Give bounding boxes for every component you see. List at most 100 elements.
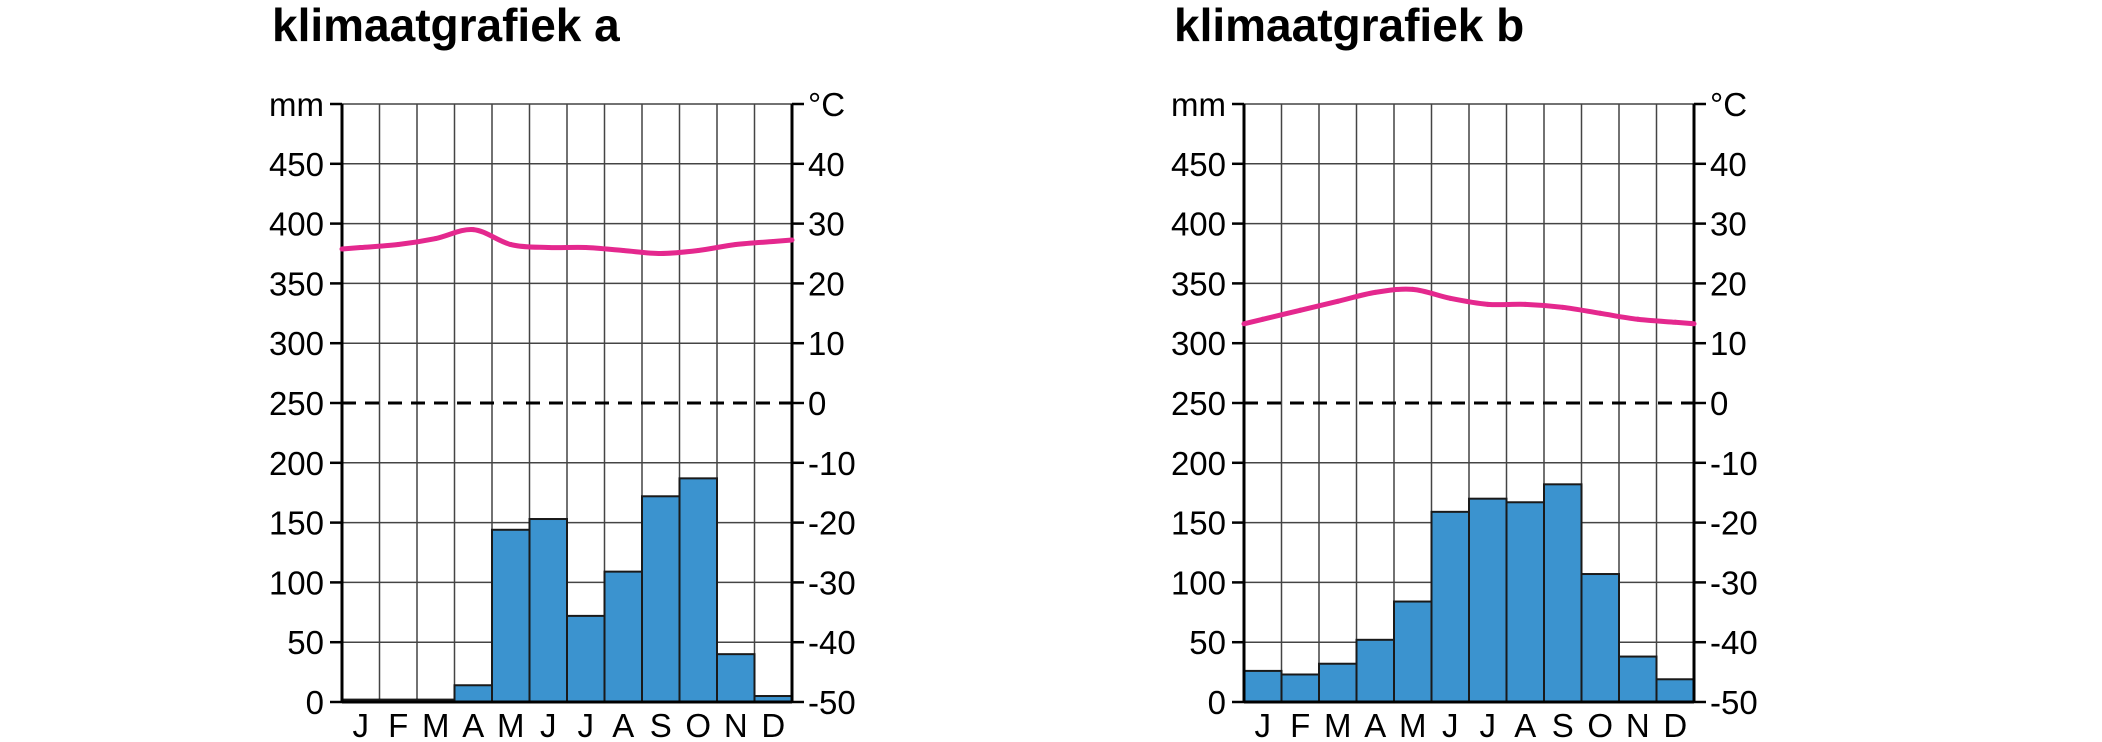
temperature-line (339, 227, 795, 257)
month-label: A (1364, 707, 1386, 742)
left-axis-unit: mm (269, 86, 324, 123)
right-tick-label: 20 (808, 265, 845, 302)
climate-chart-a: klimaatgrafiek a 0 50 100 150 200 250 300 350 40… (0, 0, 856, 742)
temperature-point (1597, 310, 1603, 316)
precipitation-bar (1318, 662, 1358, 704)
month-label: M (1324, 707, 1352, 742)
right-tick-label: -20 (1710, 505, 1758, 542)
left-tick-label: 250 (1171, 385, 1226, 422)
left-tick-label: 50 (287, 624, 324, 661)
right-tick-label: 40 (1710, 146, 1747, 183)
left-tick-label: 100 (1171, 564, 1226, 601)
temperature-point (508, 242, 514, 248)
right-tick-label: -50 (1710, 684, 1758, 721)
chart-plot-area: 050100150200250300350400450mm-50-40-30-2… (1171, 86, 1758, 742)
precipitation-bar (1393, 600, 1433, 704)
month-label: M (1399, 707, 1427, 742)
climate-chart-b: klimaatgrafiek b 0 50 100 150 200 250 300 350 40… (902, 0, 1758, 742)
temperature-line (1241, 286, 1697, 327)
temperature-point (1672, 319, 1678, 325)
right-axis-unit: °C (1710, 86, 1747, 123)
temperature-point (545, 245, 551, 251)
right-tick-label: -20 (808, 505, 856, 542)
right-tick-label: 30 (808, 206, 845, 243)
right-tick-label: -30 (1710, 564, 1758, 601)
left-tick-label: 150 (269, 505, 324, 542)
right-tick-label: 30 (1710, 206, 1747, 243)
month-label: J (1255, 707, 1272, 742)
month-label: O (1587, 707, 1613, 742)
temperature-point (1410, 286, 1416, 292)
precipitation-bar (1355, 638, 1395, 703)
chart-title: klimaatgrafiek a (272, 0, 620, 51)
precipitation-bar (716, 653, 756, 703)
precipitation-bar (641, 495, 681, 703)
temperature-point (1297, 307, 1303, 313)
month-label: O (685, 707, 711, 742)
precipitation-bar (1543, 483, 1583, 703)
month-label: J (578, 707, 595, 742)
right-tick-label: 10 (808, 325, 845, 362)
left-tick-label: 450 (269, 146, 324, 183)
month-label: J (540, 707, 557, 742)
left-tick-label: 450 (1171, 146, 1226, 183)
right-tick-label: 10 (1710, 325, 1747, 362)
temperature-point (770, 239, 776, 245)
chart-plot-area: 050100150200250300350400450mm-50-40-30-2… (269, 86, 856, 742)
temperature-point (1560, 304, 1566, 310)
precipitation-bar (491, 528, 531, 703)
temperature-point (1485, 301, 1491, 307)
precipitation-bar (1618, 655, 1658, 703)
month-label: D (1663, 707, 1687, 742)
temperature-point (695, 248, 701, 254)
temperature-point (1260, 316, 1266, 322)
right-tick-label: -10 (1710, 445, 1758, 482)
precipitation-bar (1280, 673, 1320, 704)
month-label: J (1480, 707, 1497, 742)
right-tick-label: -10 (808, 445, 856, 482)
right-tick-label: 20 (1710, 265, 1747, 302)
month-label: A (1514, 707, 1536, 742)
right-tick-label: 0 (808, 385, 826, 422)
temperature-point (620, 248, 626, 254)
left-tick-label: 0 (306, 684, 324, 721)
month-label: M (497, 707, 525, 742)
left-tick-label: 100 (269, 564, 324, 601)
month-label: N (1626, 707, 1650, 742)
temperature-point (433, 236, 439, 242)
temperature-point (470, 227, 476, 233)
right-tick-label: 40 (808, 146, 845, 183)
precipitation-bar (1468, 497, 1508, 703)
right-axis-unit: °C (808, 86, 845, 123)
month-label: D (761, 707, 785, 742)
precipitation-bar (1505, 501, 1545, 703)
left-tick-label: 400 (269, 206, 324, 243)
temperature-point (658, 251, 664, 256)
left-tick-label: 400 (1171, 206, 1226, 243)
precipitation-bar (678, 477, 718, 703)
month-label: J (353, 707, 370, 742)
precipitation-bar (566, 614, 606, 703)
month-label: N (724, 707, 748, 742)
month-label: S (1552, 707, 1574, 742)
month-label: A (612, 707, 634, 742)
temperature-point (733, 242, 739, 248)
left-tick-label: 250 (269, 385, 324, 422)
month-label: F (388, 707, 408, 742)
precipitation-bar (1430, 510, 1470, 703)
left-tick-label: 300 (1171, 325, 1226, 362)
temperature-point (583, 245, 589, 251)
temperature-point (358, 245, 364, 251)
right-tick-label: -50 (808, 684, 856, 721)
temperature-point (1447, 295, 1453, 301)
precipitation-bar (1580, 573, 1620, 704)
month-label: M (422, 707, 450, 742)
left-tick-label: 300 (269, 325, 324, 362)
temperature-point (1335, 298, 1341, 304)
temperature-point (1635, 316, 1641, 322)
temperature-point (1372, 289, 1378, 295)
left-tick-label: 350 (269, 265, 324, 302)
month-label: A (462, 707, 484, 742)
precipitation-bar (1655, 678, 1695, 704)
left-tick-label: 150 (1171, 505, 1226, 542)
